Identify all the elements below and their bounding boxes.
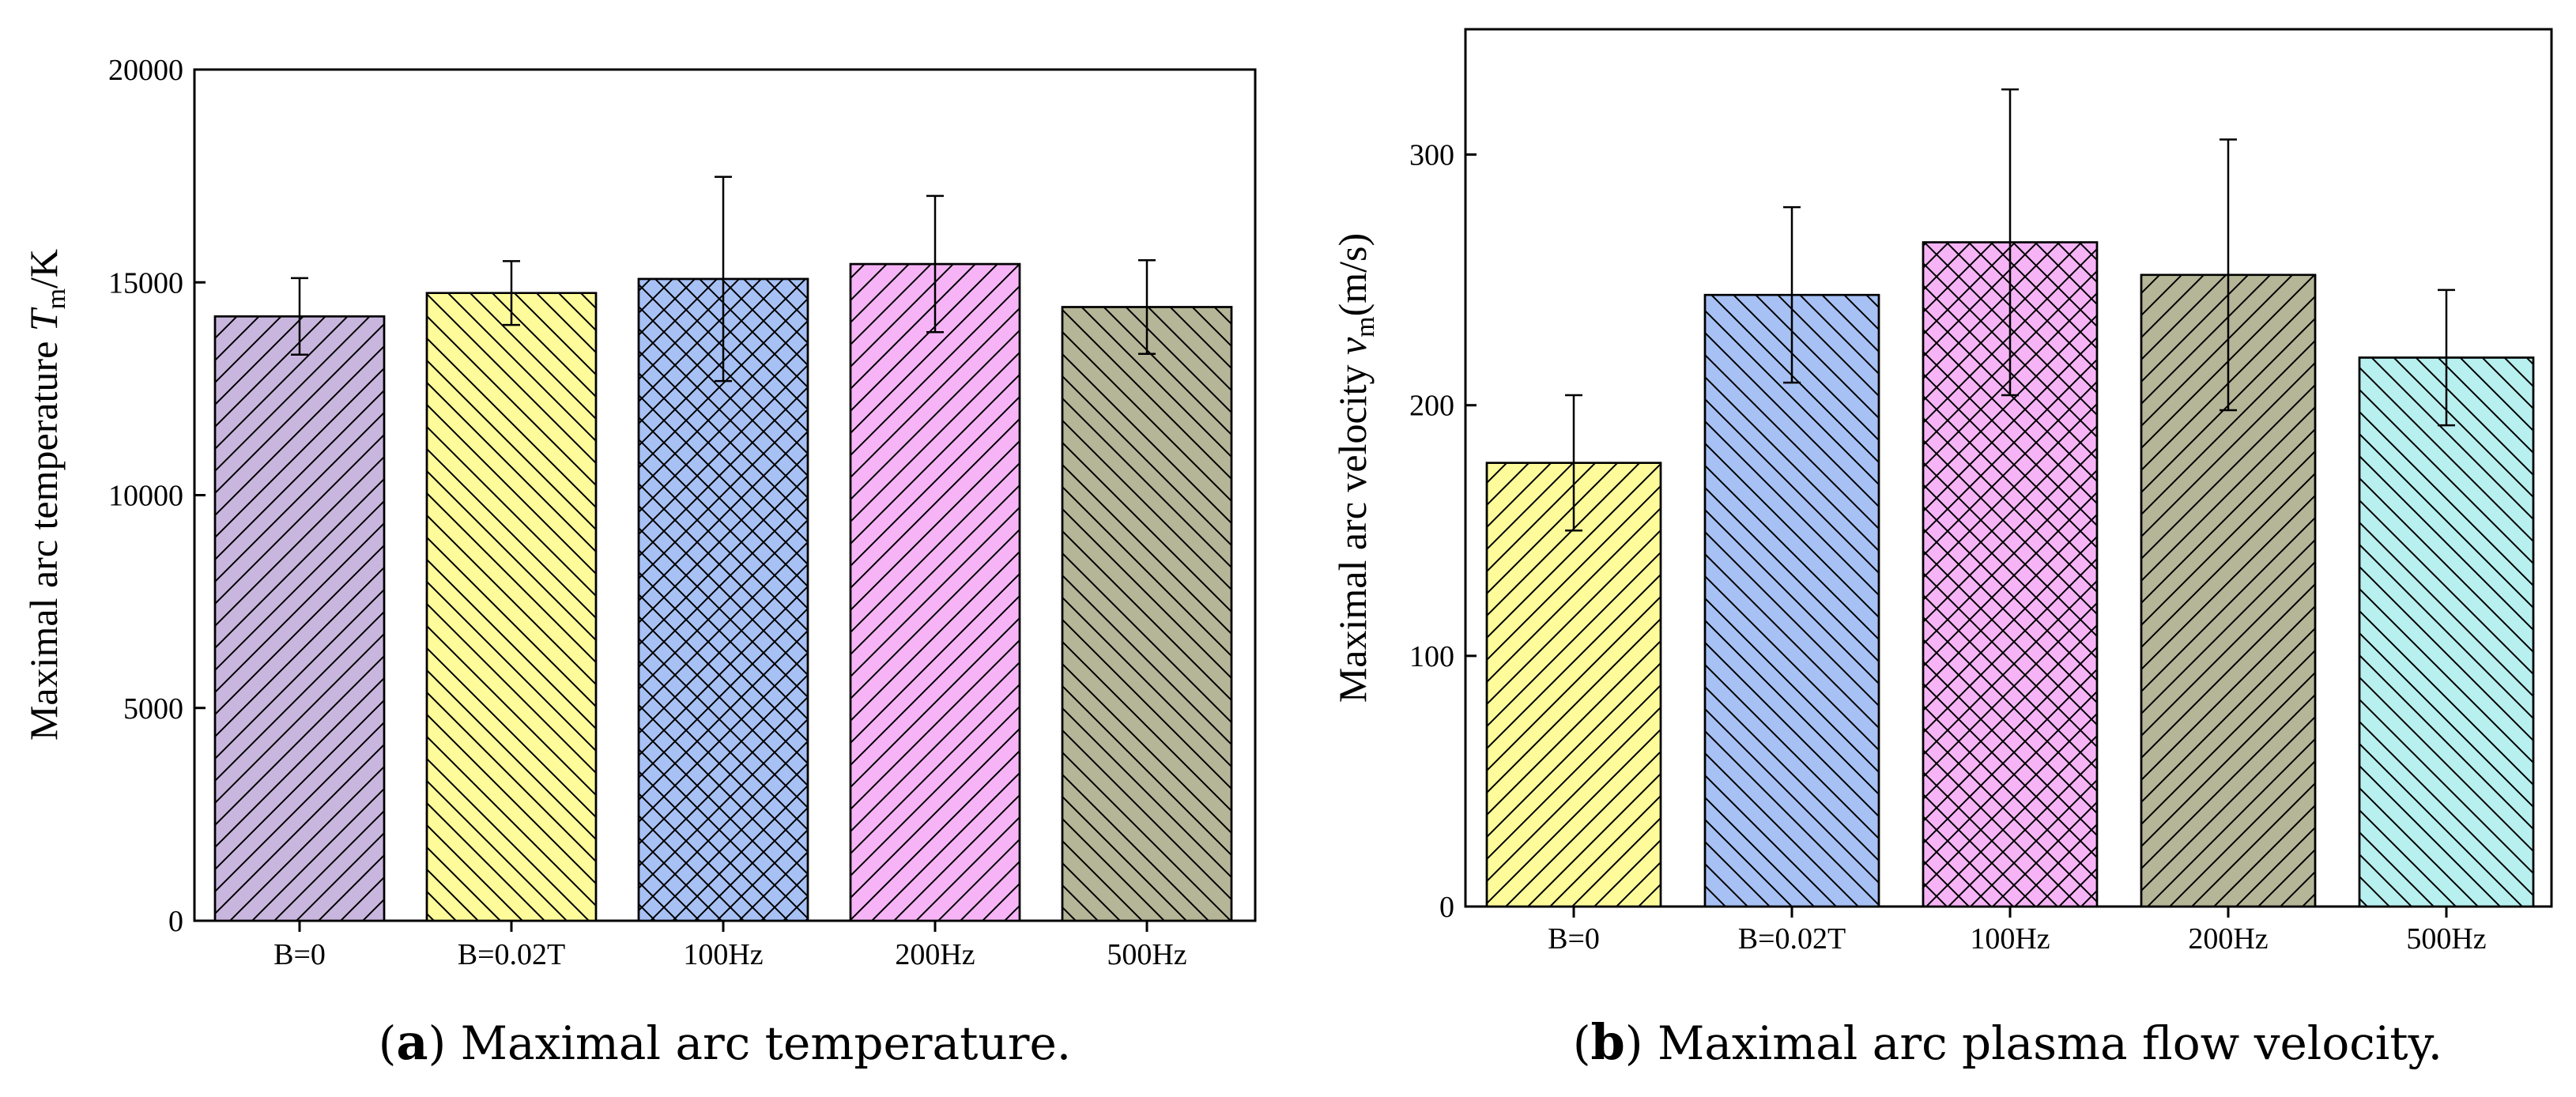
y-tick-label-a-2: 10000 — [108, 480, 183, 513]
y-tick-label-b-2: 200 — [1409, 390, 1454, 423]
y-tick-label-a-1: 5000 — [123, 692, 183, 726]
y-tick-label-b-0: 0 — [1439, 891, 1454, 924]
bar-hatch-a-0 — [213, 315, 386, 922]
y-axis-label-b: Maximal arc velocity vm(m/s) — [1330, 233, 1380, 703]
y-tick-label-a-3: 15000 — [108, 266, 183, 300]
bar-hatch-a-1 — [425, 292, 598, 922]
x-axis-labels-b: B=0 B=0.02T 100Hz 200Hz 500Hz — [1548, 907, 2487, 956]
x-tick-label-a-2: 100Hz — [683, 938, 763, 971]
x-tick-label-b-1: B=0.02T — [1738, 922, 1846, 956]
chart-panel-a: 0 5000 10000 15000 20000 B=0 B=0.02T 100Hz 200H… — [21, 54, 1257, 1071]
x-tick-label-b-3: 200Hz — [2188, 922, 2268, 956]
x-tick-label-b-2: 100Hz — [1970, 922, 2050, 956]
x-tick-label-a-0: B=0 — [273, 938, 326, 971]
chart-panel-b: 0 100 200 300 B=0 B=0.02T 100Hz 200Hz 500Hz Max… — [1330, 28, 2553, 1071]
x-tick-label-a-4: 500Hz — [1107, 938, 1186, 971]
bar-hatch-a-2 — [637, 277, 809, 922]
bar-hatch-b-4 — [2358, 356, 2535, 908]
y-axis-label-a: Maximal arc temperature Tm/K — [21, 249, 71, 741]
x-tick-label-b-4: 500Hz — [2406, 922, 2486, 956]
x-tick-label-a-1: B=0.02T — [458, 938, 566, 971]
x-tick-label-a-3: 200Hz — [895, 938, 975, 971]
bar-hatch-b-1 — [1703, 293, 1880, 908]
x-tick-label-b-0: B=0 — [1548, 922, 1600, 956]
bar-hatch-b-0 — [1485, 462, 1662, 908]
bars-b — [1485, 88, 2535, 908]
y-axis-ticks-a: 0 5000 10000 15000 20000 — [108, 54, 206, 938]
caption-a: (a) Maximal arc temperature. — [379, 1013, 1071, 1071]
y-tick-label-b-3: 300 — [1409, 139, 1454, 172]
y-axis-ticks-b: 0 100 200 300 — [1409, 139, 1477, 924]
y-tick-label-a-0: 0 — [168, 905, 183, 938]
bar-hatch-a-4 — [1061, 306, 1233, 922]
y-tick-label-a-4: 20000 — [108, 54, 183, 87]
y-tick-label-b-1: 100 — [1409, 640, 1454, 673]
caption-b: (b) Maximal arc plasma flow velocity. — [1573, 1013, 2442, 1071]
x-axis-labels-a: B=0 B=0.02T 100Hz 200Hz 500Hz — [273, 921, 1187, 971]
bars-a — [213, 175, 1233, 922]
bar-hatch-a-3 — [849, 262, 1021, 922]
